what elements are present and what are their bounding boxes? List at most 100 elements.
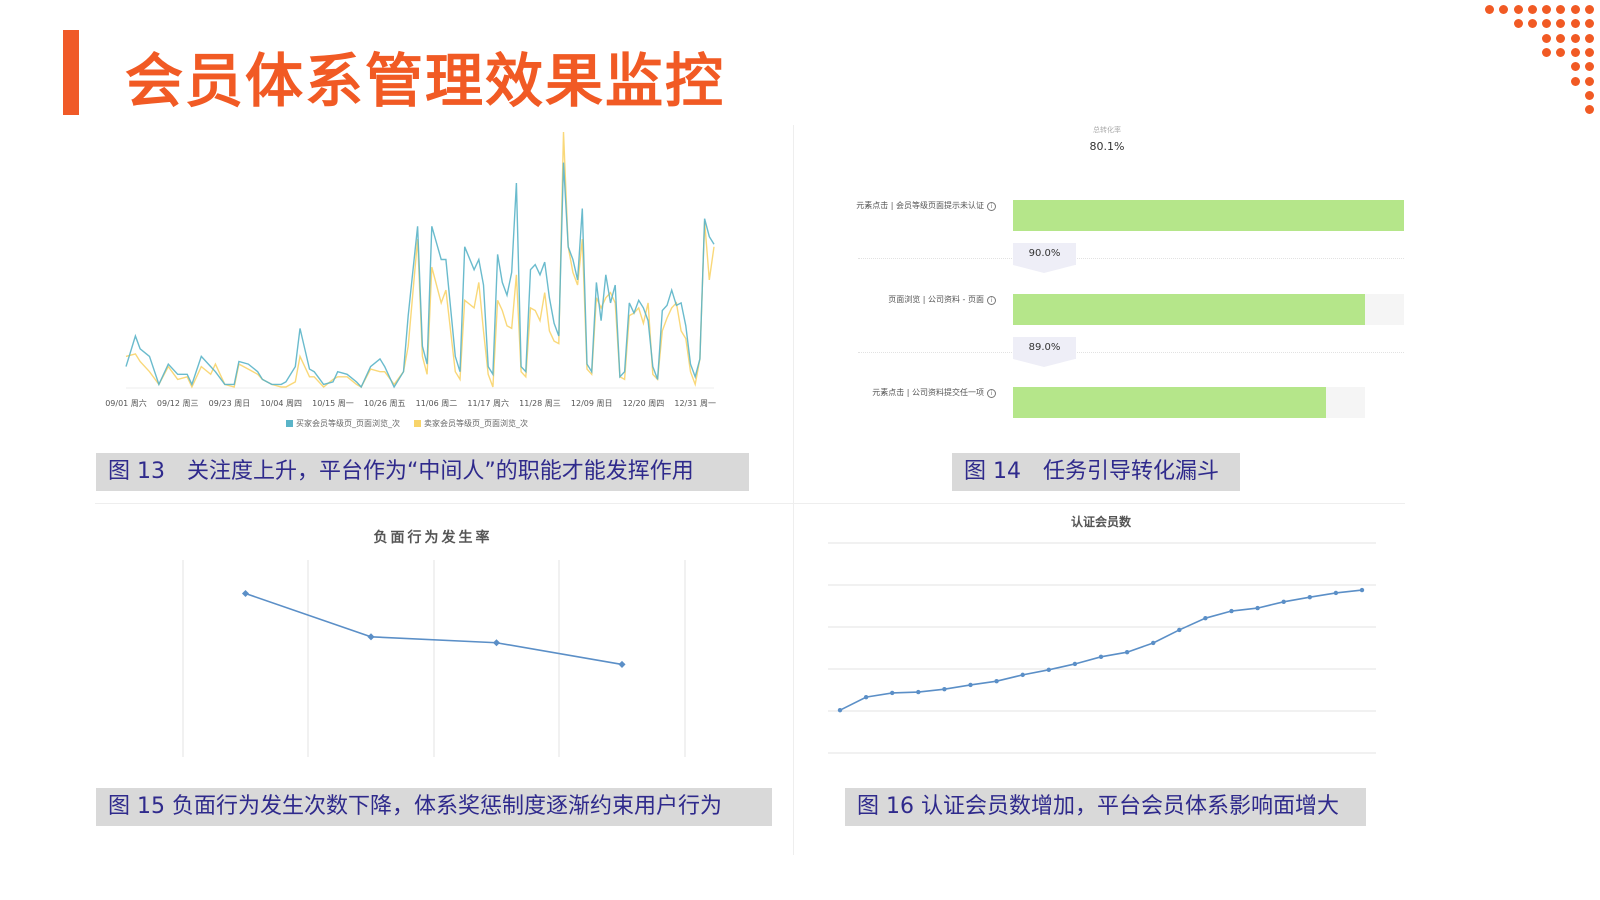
fig16-point [1072, 661, 1078, 667]
decorative-dot [1570, 33, 1580, 43]
info-icon[interactable]: i [987, 202, 996, 211]
chart-fig13 [125, 131, 715, 389]
funnel-step-text: 元素点击 | 会员等级页面提示未认证 [856, 201, 984, 210]
decorative-dot [1513, 5, 1523, 14]
decorative-dot [1556, 19, 1566, 29]
fig16-point [837, 707, 843, 713]
fig15-line [245, 592, 623, 666]
fig16-point [890, 690, 895, 696]
fig16-point [1229, 608, 1234, 614]
caption-fig14: 图 14 任务引导转化漏斗 [952, 453, 1240, 491]
fig16-point [968, 682, 973, 688]
fig13-series-line-0 [125, 162, 715, 389]
caption-fig13: 图 13 关注度上升，平台作为“中间人”的职能才能发挥作用 [96, 453, 749, 491]
fig16-point [916, 689, 921, 695]
decorative-dot [1484, 5, 1494, 14]
legend-item-seller: 卖家会员等级页_页面浏览_次 [414, 418, 528, 429]
decorative-dot [1585, 76, 1594, 86]
title-accent-bar [63, 30, 79, 115]
horizontal-divider [95, 503, 1405, 504]
decorative-dot [1585, 33, 1594, 43]
decorative-dot [1570, 76, 1580, 86]
fig13-x-tick: 09/23 周日 [208, 399, 251, 408]
decorative-dot [1585, 62, 1594, 72]
info-icon[interactable]: i [987, 296, 996, 305]
fig15-point [367, 633, 375, 641]
decorative-dot [1513, 19, 1523, 29]
page-title: 会员体系管理效果监控 [125, 47, 726, 115]
funnel-divider [858, 352, 1404, 353]
vertical-divider [793, 125, 794, 855]
funnel-step-text: 页面浏览 | 公司资料 - 页面 [888, 295, 984, 304]
chart-fig15 [182, 560, 686, 757]
fig16-point [1333, 590, 1339, 596]
decorative-dot [1556, 47, 1566, 57]
fig16-point [1151, 640, 1156, 646]
info-icon[interactable]: i [987, 389, 996, 398]
funnel-divider [858, 258, 1404, 259]
fig16-point [1255, 605, 1260, 611]
funnel-total-value: 80.1% [1089, 140, 1125, 153]
fig13-series-line-1 [125, 131, 715, 389]
decorative-dot [1527, 19, 1537, 29]
funnel-bar [1013, 200, 1404, 231]
fig16-point [994, 678, 999, 684]
decorative-dot [1527, 5, 1537, 14]
fig13-x-tick: 10/15 周一 [312, 399, 354, 408]
decorative-dot [1542, 5, 1552, 14]
fig16-point [1307, 594, 1313, 600]
fig13-x-tick: 12/09 周日 [570, 399, 613, 408]
fig16-point [863, 694, 869, 700]
fig13-x-tick: 12/20 周四 [622, 399, 665, 408]
fig15-point [241, 589, 250, 598]
decorative-dot [1585, 5, 1594, 14]
decorative-dot [1585, 19, 1594, 29]
decorative-dot [1499, 5, 1509, 14]
decorative-dot [1542, 33, 1552, 43]
legend-item-buyer: 买家会员等级页_页面浏览_次 [286, 418, 400, 429]
decorative-dot [1542, 19, 1552, 29]
decorative-dot [1585, 90, 1594, 100]
funnel-conversion-badge: 89.0% [1013, 337, 1076, 367]
funnel-step-label: 页面浏览 | 公司资料 - 页面 i [836, 294, 996, 305]
fig15-point [492, 639, 501, 647]
decorative-dot [1585, 47, 1594, 57]
fig13-x-tick: 10/26 周五 [363, 399, 406, 408]
fig16-point [1020, 672, 1025, 678]
fig13-x-tick: 11/06 周二 [415, 399, 458, 408]
fig13-x-tick: 09/01 周六 [105, 399, 147, 408]
fig16-point [1046, 667, 1052, 673]
legend-label: 卖家会员等级页_页面浏览_次 [424, 419, 528, 428]
fig13-x-tick: 11/28 周三 [519, 399, 561, 408]
funnel-step-label: 元素点击 | 公司资料提交任一项 i [836, 387, 996, 398]
fig13-x-tick: 11/17 周六 [467, 399, 510, 408]
decorative-dot [1556, 33, 1566, 43]
decorative-dot [1570, 62, 1580, 72]
fig16-point [1359, 587, 1365, 593]
funnel-total-label: 总转化率 [1093, 126, 1121, 134]
decorative-dot [1542, 47, 1552, 57]
funnel-step-label: 元素点击 | 会员等级页面提示未认证 i [836, 200, 996, 211]
decorative-dot [1556, 5, 1566, 14]
decorative-dot [1570, 19, 1580, 29]
fig16-point [1177, 627, 1182, 633]
legend-swatch [414, 420, 421, 427]
funnel-bar [1013, 387, 1327, 418]
chart-fig16 [828, 542, 1376, 754]
legend-swatch [286, 420, 293, 427]
funnel-step-text: 元素点击 | 公司资料提交任一项 [872, 388, 984, 397]
fig16-point [1098, 654, 1104, 660]
decorative-dot [1570, 47, 1580, 57]
fig16-title: 认证会员数 [1070, 515, 1132, 529]
fig13-x-tick: 10/04 周四 [260, 399, 303, 408]
fig15-point [618, 660, 626, 668]
fig13-x-tick: 12/31 周一 [674, 399, 716, 408]
decorative-dot [1570, 5, 1580, 14]
funnel-conversion-badge: 90.0% [1013, 243, 1076, 273]
fig16-point [1203, 615, 1208, 621]
fig16-point [942, 686, 947, 692]
fig16-point [1124, 650, 1130, 655]
funnel-bar [1013, 294, 1365, 325]
caption-fig15: 图 15 负面行为发生次数下降，体系奖惩制度逐渐约束用户行为 [96, 788, 772, 826]
